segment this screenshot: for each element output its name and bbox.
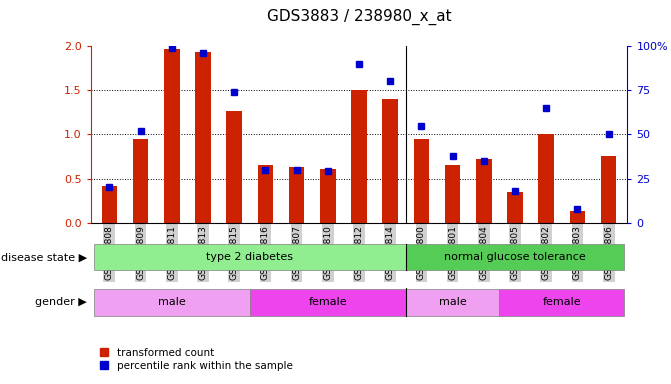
Bar xyxy=(258,165,273,223)
Bar xyxy=(538,134,554,223)
Bar xyxy=(382,99,398,223)
Bar xyxy=(226,111,242,223)
Text: type 2 diabetes: type 2 diabetes xyxy=(206,252,293,262)
Bar xyxy=(94,244,406,270)
Bar xyxy=(133,139,148,223)
Bar xyxy=(445,165,460,223)
Bar xyxy=(101,185,117,223)
Legend: transformed count, percentile rank within the sample: transformed count, percentile rank withi… xyxy=(96,344,297,375)
Bar xyxy=(570,211,585,223)
Text: male: male xyxy=(158,297,186,308)
Bar xyxy=(499,289,624,316)
Bar xyxy=(195,52,211,223)
Bar xyxy=(164,49,180,223)
Bar xyxy=(601,157,617,223)
Bar xyxy=(413,139,429,223)
Bar xyxy=(320,169,336,223)
Bar xyxy=(94,289,250,316)
Text: normal glucose tolerance: normal glucose tolerance xyxy=(444,252,586,262)
Bar xyxy=(476,159,492,223)
Text: gender ▶: gender ▶ xyxy=(36,297,87,308)
Text: disease state ▶: disease state ▶ xyxy=(1,252,87,262)
Text: GDS3883 / 238980_x_at: GDS3883 / 238980_x_at xyxy=(266,9,452,25)
Text: male: male xyxy=(439,297,466,308)
Bar xyxy=(406,244,624,270)
Bar xyxy=(406,289,499,316)
Bar xyxy=(250,289,406,316)
Text: female: female xyxy=(309,297,347,308)
Bar xyxy=(351,90,367,223)
Bar xyxy=(507,192,523,223)
Bar xyxy=(289,167,305,223)
Text: female: female xyxy=(543,297,581,308)
